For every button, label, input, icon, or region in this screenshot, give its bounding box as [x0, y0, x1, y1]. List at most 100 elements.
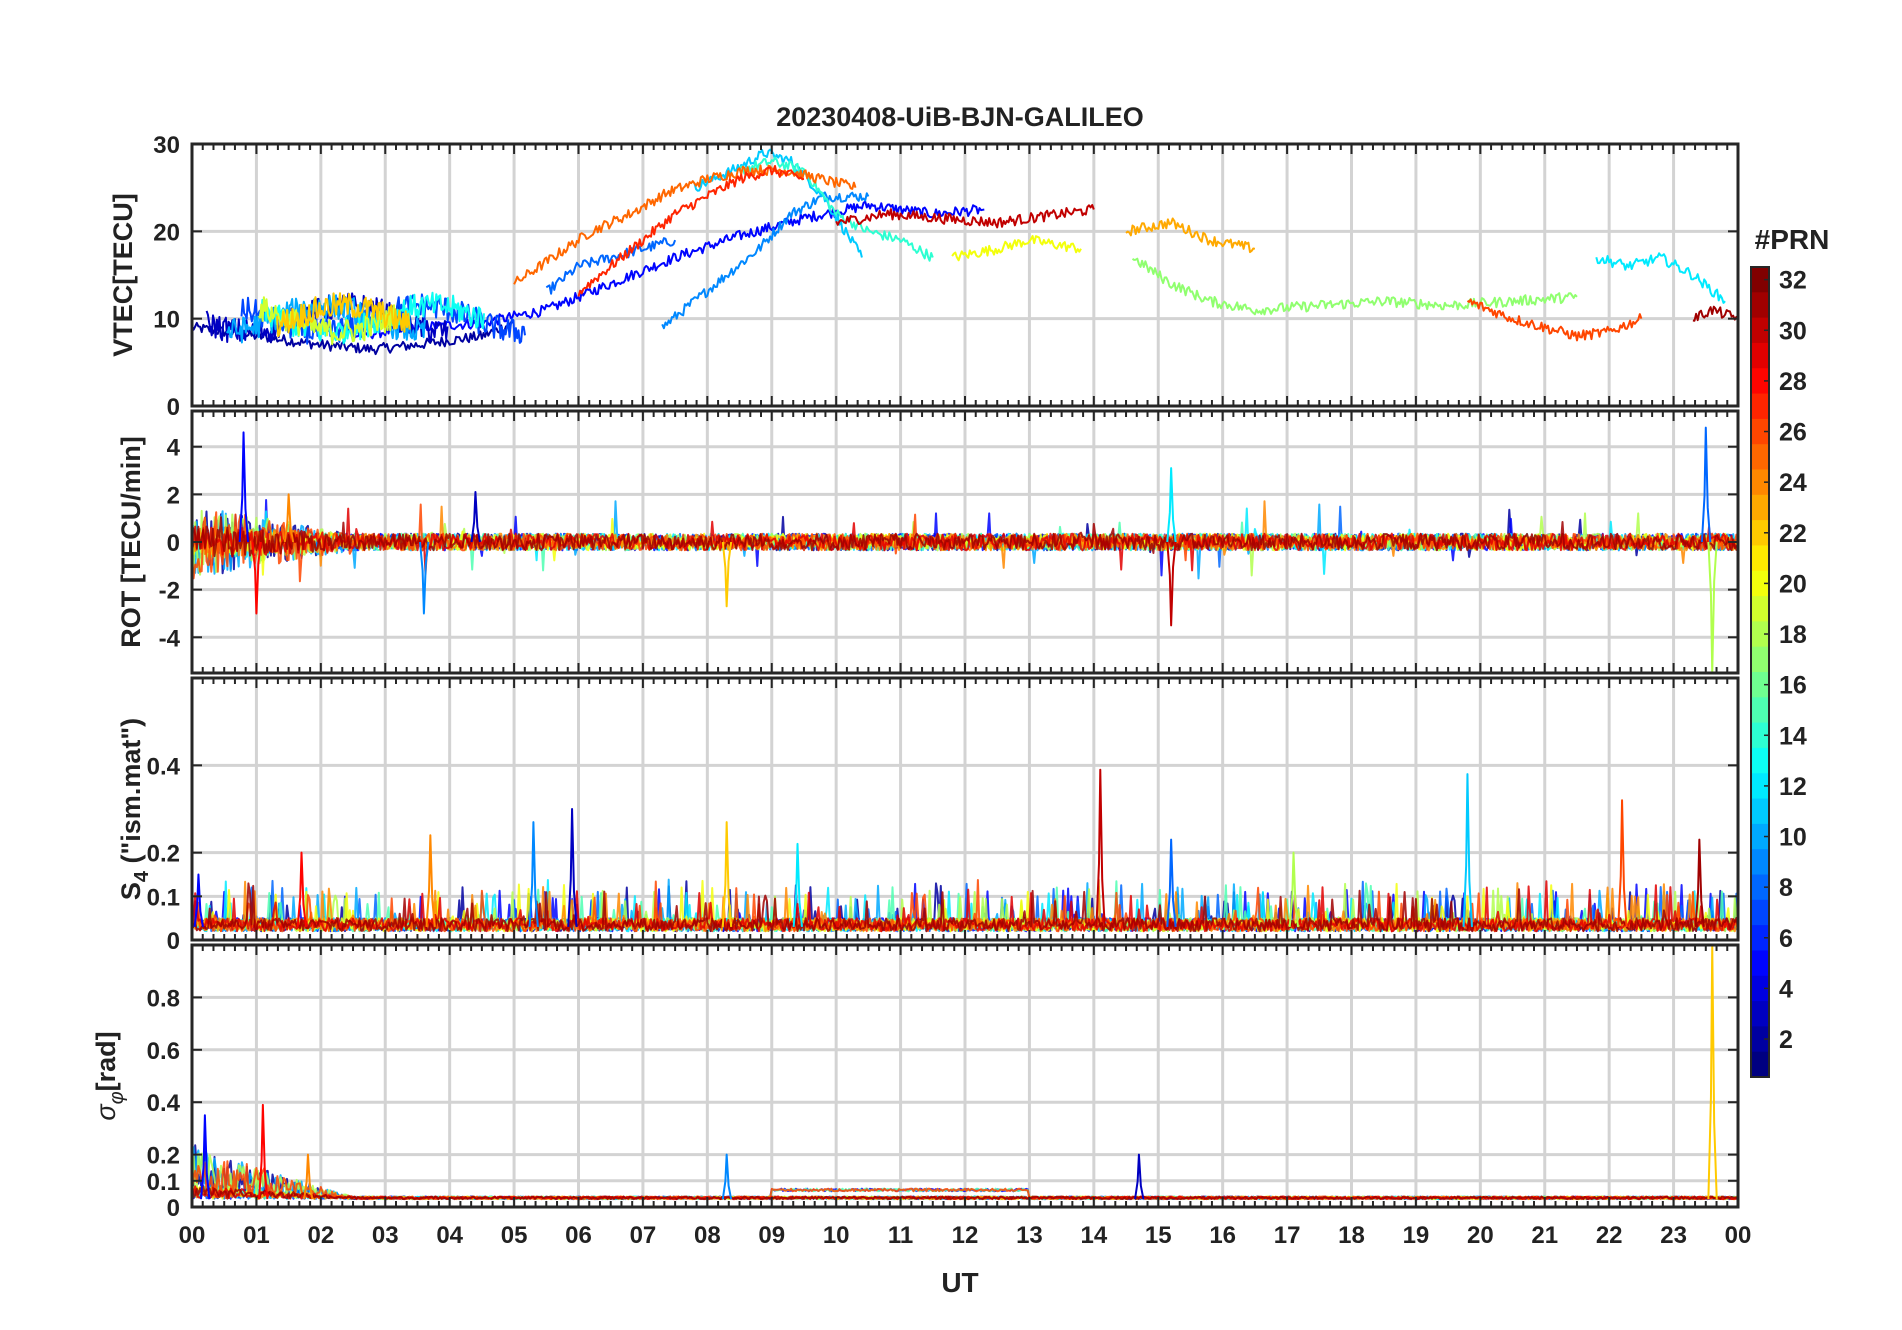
sigma_phi-spike: [200, 1114, 211, 1200]
y-tick-label: 0: [167, 394, 180, 421]
x-tick-label: 14: [1080, 1222, 1107, 1249]
x-tick-label: 10: [823, 1222, 850, 1249]
x-tick-label: 11: [888, 1222, 913, 1249]
s4-spike: [1462, 773, 1473, 927]
chart-title: 20230408-UiB-BJN-GALILEO: [776, 102, 1144, 132]
colorbar-tick-label: 20: [1779, 570, 1807, 598]
colorbar-tick-label: 32: [1779, 267, 1807, 295]
colorbar-label: #PRN: [1755, 224, 1830, 255]
rot-spike: [1707, 541, 1718, 673]
y-axis-label: σφ[rad]: [91, 1031, 128, 1120]
colorbar-segment: [1751, 874, 1769, 901]
s4-spike: [193, 873, 204, 928]
colorbar-segment: [1751, 1001, 1769, 1027]
vtec-series-prn-8: [545, 237, 677, 295]
y-tick-label: 4: [167, 435, 181, 462]
colorbar-segment: [1751, 317, 1769, 344]
s4-spike: [792, 842, 804, 928]
x-tick-label: 06: [565, 1222, 592, 1249]
colorbar-tick-label: 4: [1779, 975, 1793, 1003]
vtec-series-prn-27: [577, 165, 805, 297]
colorbar-segment: [1751, 697, 1769, 724]
x-tick-label: 02: [307, 1222, 334, 1249]
y-tick-label: 0.8: [147, 985, 180, 1012]
colorbar-segment: [1751, 975, 1769, 1002]
x-tick-label: 18: [1338, 1222, 1365, 1249]
colorbar-segment: [1751, 823, 1769, 850]
rot-spike: [419, 541, 430, 615]
y-tick-label: 0.2: [147, 1143, 180, 1170]
colorbar-segment: [1751, 444, 1769, 471]
colorbar-segment: [1751, 1026, 1769, 1053]
panel-vtec: 0 10 20 30 VTEC[TECU]: [108, 132, 1740, 421]
colorbar-segment: [1751, 747, 1769, 774]
grid: [192, 144, 1738, 406]
x-tick-label: 00: [1725, 1222, 1752, 1249]
vtec-series-prn-9: [661, 191, 870, 330]
y-tick-label: -2: [159, 578, 180, 605]
x-tick-label: 01: [243, 1222, 270, 1249]
y-tick-label: 0.6: [147, 1038, 180, 1065]
vtec-series-prn-10-early: [225, 292, 426, 344]
s4-spike: [425, 834, 436, 927]
colorbar-segment: [1751, 722, 1769, 749]
x-tick-label: 07: [630, 1222, 657, 1249]
colorbar-segment: [1751, 1051, 1769, 1078]
s4-spike: [1694, 838, 1705, 927]
colorbar-frame: [1750, 266, 1770, 1078]
colorbar-segment: [1751, 267, 1769, 293]
y-tick-label: 0.1: [147, 884, 180, 911]
y-axis-label: ROT [TECU/min]: [116, 436, 146, 647]
vtec-series-prn-20: [951, 235, 1082, 262]
y-tick-label: 0: [167, 530, 180, 557]
colorbar-tick-label: 12: [1779, 773, 1807, 801]
colorbar-segment: [1751, 520, 1769, 547]
colorbar-segment: [1751, 773, 1769, 800]
x-tick-label: 08: [694, 1222, 721, 1249]
x-tick-label: 03: [372, 1222, 399, 1249]
vtec-series-prn-12: [1595, 252, 1726, 304]
panel-s4: 00.10.20.4S4 ("ism.mat"): [116, 676, 1740, 955]
x-ticks: [191, 411, 1739, 673]
sigma_phi-spike: [1134, 1153, 1145, 1200]
rot-spike: [283, 493, 295, 543]
s4-spike: [296, 851, 308, 928]
x-tick-label: 15: [1145, 1222, 1172, 1249]
x-tick-label: 22: [1596, 1222, 1623, 1249]
colorbar-tick-label: 16: [1779, 672, 1807, 700]
s4-spike: [1166, 838, 1177, 927]
vtec-series-prn-11: [693, 148, 863, 258]
vtec-series-prn-26: [1466, 298, 1643, 342]
y-axis-label-text: [rad]: [91, 1031, 121, 1091]
colorbar-tick-label: 22: [1779, 520, 1807, 548]
colorbar-segment: [1751, 621, 1769, 648]
colorbar-segment: [1751, 925, 1769, 952]
sigma_phi-spike: [1707, 945, 1718, 1200]
vtec-series-prn-22-early: [275, 292, 411, 338]
colorbar-segment: [1751, 672, 1769, 698]
colorbar-tick-label: 6: [1779, 925, 1793, 953]
y-tick-label: 0.1: [147, 1169, 180, 1196]
s4-spike: [528, 821, 539, 927]
colorbar-tick-label: 26: [1779, 419, 1807, 447]
grid: [192, 678, 1738, 940]
y-tick-label: 0.4: [147, 1090, 181, 1117]
vtec-series-prn-14: [739, 156, 934, 262]
rot-spike: [1166, 467, 1177, 543]
x-tick-label: 17: [1274, 1222, 1301, 1249]
x-tick-label: 09: [758, 1222, 785, 1249]
vtec-series-prn-5: [352, 200, 985, 340]
x-tick-label: 12: [952, 1222, 979, 1249]
colorbar-tick-label: 8: [1779, 874, 1793, 902]
colorbar-segment: [1751, 570, 1769, 597]
sigma_phi-spike: [257, 1103, 269, 1200]
colorbar-segment: [1751, 646, 1769, 673]
x-tick-label: 16: [1209, 1222, 1236, 1249]
y-tick-label: 20: [153, 219, 180, 246]
x-ticks: [191, 945, 1739, 1207]
data-layer: [192, 148, 1738, 356]
colorbar-tick-label: 18: [1779, 621, 1807, 649]
colorbar-segment: [1751, 545, 1769, 572]
